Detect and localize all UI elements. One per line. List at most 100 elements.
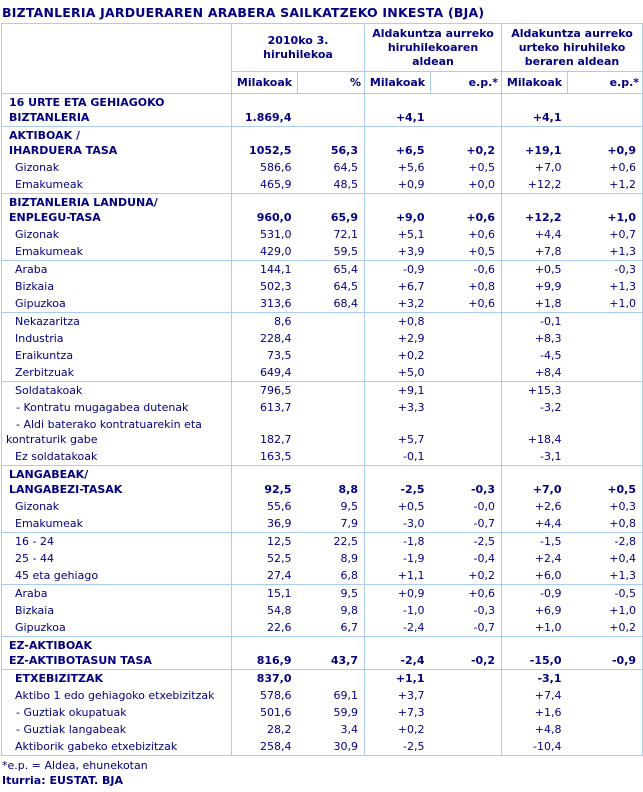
cell-value: +0,6 [430, 584, 503, 602]
cell-value: +4,8 [534, 723, 562, 736]
row-label-header-cell [1, 23, 232, 94]
table-row: - Guztiak langabeak 28,2 3,4 +0,2 +4,8 [1, 721, 643, 738]
cell-value: +0,6 [430, 295, 503, 313]
cell-value: 501,6 [260, 706, 292, 719]
table-row: AKTIBOAK / IHARDUERA TASA 1052,5 56,3 +6,5 +… [1, 126, 643, 159]
cell-value [430, 399, 503, 416]
cell-value: +1,3 [609, 280, 637, 293]
cell-value [568, 687, 643, 704]
cell-value: +2,4 [534, 552, 562, 565]
cell-value: -2,4 [364, 619, 431, 637]
cell-value: +0,6 [430, 193, 503, 226]
cell-value: +3,7 [397, 689, 425, 702]
cell-value: 465,9 [231, 176, 298, 194]
cell-value: +6,5 [395, 144, 425, 157]
header-sub-row: Milakoak % Milakoak e.p.* Milakoak e.p.* [2, 71, 643, 94]
cell-value: +1,0 [607, 211, 637, 224]
table-body: 16 URTE ETA GEHIAGOKO BIZTANLERIA 1.869,4… [1, 93, 643, 756]
cell-value: 30,9 [297, 738, 366, 756]
cell-value [568, 399, 643, 416]
cell-value: 52,5 [267, 552, 292, 565]
cell-value: +7,4 [534, 689, 562, 702]
cell-value: +9,1 [397, 384, 425, 397]
cell-value: 3,4 [297, 721, 366, 738]
row-label: - Aldi baterako kontratuarekin eta kontr… [1, 416, 232, 448]
cell-value: +5,1 [397, 228, 425, 241]
cell-value: 502,3 [260, 280, 292, 293]
cell-value: 586,6 [260, 161, 292, 174]
cell-value: 59,9 [297, 704, 366, 721]
cell-value [430, 93, 503, 127]
cell-value: -0,9 [567, 636, 643, 670]
cell-value: +6,0 [501, 567, 568, 585]
cell-value [568, 347, 643, 364]
cell-value: +18,4 [527, 433, 562, 446]
cell-value: +0,7 [609, 228, 637, 241]
table-row: Bizkaia 502,3 64,5 +6,7 +0,8 +9,9 +1,3 [1, 278, 643, 295]
row-label: Emakumeak [1, 243, 232, 261]
cell-value [430, 381, 503, 399]
cell-value: +1,3 [567, 567, 643, 585]
cell-value: +0,2 [397, 349, 425, 362]
cell-value: 43,7 [297, 636, 366, 670]
table-row: Ez soldatakoak 163,5 -0,1 -3,1 [1, 448, 643, 466]
cell-value [430, 364, 503, 382]
cell-value: +0,5 [430, 243, 503, 261]
row-label: - Guztiak langabeak [1, 721, 232, 738]
cell-value [567, 364, 643, 382]
cell-value: 9,5 [297, 584, 366, 602]
cell-value: +0,3 [609, 500, 637, 513]
row-label: Gipuzkoa [1, 295, 232, 313]
table-row: Araba 144,1 65,4 -0,9 -0,6 +0,5 -0,3 [1, 260, 643, 278]
cell-value: 7,9 [297, 515, 366, 533]
cell-value: +4,4 [534, 228, 562, 241]
row-label: Nekazaritza [1, 312, 232, 330]
cell-value: -2,5 [403, 740, 425, 753]
table-row: Gipuzkoa 22,6 6,7 -2,4 -0,7 +1,0 +0,2 [1, 619, 643, 637]
row-label: - Guztiak okupatuak [1, 704, 232, 721]
cell-value: -0,1 [364, 448, 431, 466]
cell-value: +2,6 [534, 500, 562, 513]
cell-value: +0,9 [397, 587, 425, 600]
cell-value: +1,2 [567, 176, 643, 194]
row-label: Aktibo 1 edo gehiagoko etxebizitzak [1, 687, 232, 704]
cell-value [568, 382, 643, 400]
table-row: EZ-AKTIBOAK EZ-AKTIBOTASUN TASA 816,9 43,7… [1, 636, 643, 670]
cell-value [430, 312, 503, 330]
cell-value: 15,1 [267, 587, 292, 600]
cell-value: +5,6 [397, 161, 425, 174]
cell-value: +0,8 [567, 515, 643, 533]
cell-value: 816,9 [231, 636, 298, 670]
cell-value: 313,6 [231, 295, 298, 313]
cell-value: +0,2 [567, 619, 643, 637]
cell-value: 64,5 [297, 159, 366, 176]
cell-value: 36,9 [231, 515, 298, 533]
cell-value [430, 347, 503, 364]
row-label: Industria [1, 330, 232, 347]
cell-value: 56,3 [297, 126, 366, 159]
cell-value: -1,8 [403, 535, 425, 548]
cell-value [567, 448, 643, 466]
cell-value: -0,6 [430, 260, 503, 278]
cell-value: 8,8 [297, 465, 366, 498]
cell-value: -2,4 [364, 636, 431, 670]
cell-value: -3,2 [540, 401, 562, 414]
cell-value: +0,8 [397, 315, 425, 328]
cell-value: +0,5 [534, 263, 562, 276]
table-row: Araba 15,1 9,5 +0,9 +0,6 -0,9 -0,5 [1, 584, 643, 602]
cell-value: 613,7 [260, 401, 292, 414]
row-label: 25 - 44 [1, 550, 232, 567]
cell-value [430, 687, 503, 704]
row-label: Gizonak [1, 498, 232, 515]
row-label: Emakumeak [1, 515, 232, 533]
footnotes: *e.p. = Aldea, ehunekotan Iturria: EUSTA… [0, 756, 643, 792]
cell-value: +1,0 [567, 295, 643, 313]
cell-value: +9,9 [534, 280, 562, 293]
cell-value: -2,8 [614, 535, 637, 548]
cell-value: 72,1 [297, 226, 366, 243]
cell-value: 54,8 [267, 604, 292, 617]
cell-value: -0,7 [430, 619, 503, 637]
cell-value [297, 448, 366, 466]
cell-value: 65,9 [297, 193, 366, 226]
